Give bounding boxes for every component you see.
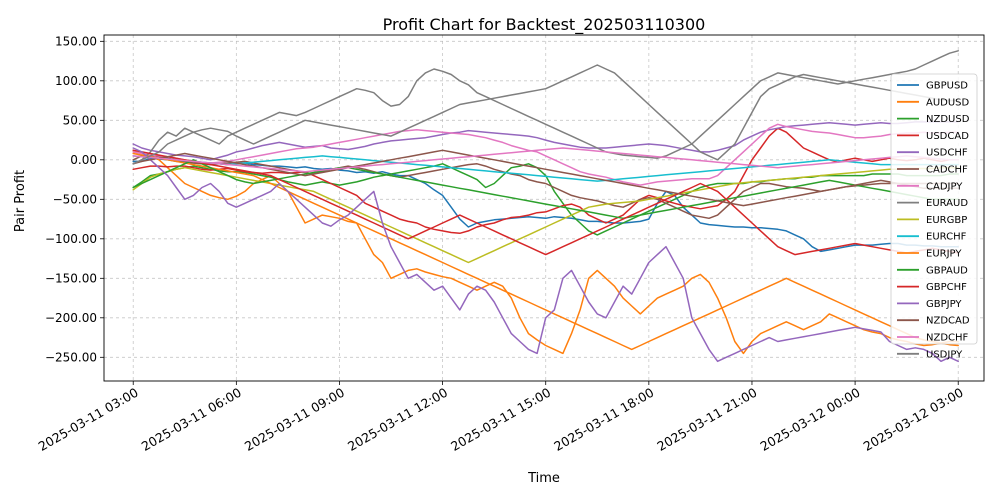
- legend-label: GBPCHF: [926, 282, 967, 293]
- y-tick-label: 100.00: [55, 74, 97, 88]
- y-tick-label: 150.00: [55, 34, 97, 48]
- x-tick-label: 2025-03-11 06:00: [139, 385, 244, 454]
- x-tick-label: 2025-03-11 03:00: [36, 385, 141, 454]
- legend-label: CADJPY: [926, 181, 963, 192]
- x-tick-label: 2025-03-12 00:00: [758, 385, 863, 454]
- series-line-usdchf: [132, 121, 959, 161]
- legend-label: GBPJPY: [926, 299, 962, 310]
- series-line-gbpjpy: [132, 147, 959, 363]
- y-tick-label: −250.00: [45, 350, 97, 364]
- y-tick-label: −150.00: [45, 271, 97, 285]
- y-tick-label: −200.00: [45, 311, 97, 325]
- series-line-usdjpy: [132, 64, 959, 165]
- data-series: [132, 50, 959, 363]
- legend-label: NZDCHF: [926, 333, 969, 344]
- legend-label: EURCHF: [926, 232, 967, 243]
- legend: GBPUSD AUDUSD NZDUSD USDCAD USDCHF CADCHF CADJ…: [890, 73, 978, 360]
- legend-label: GBPAUD: [926, 265, 968, 276]
- legend-label: EURJPY: [926, 249, 962, 260]
- x-tick-label: 2025-03-12 03:00: [861, 385, 966, 454]
- series-line-eurjpy: [132, 152, 959, 351]
- legend-label: EURAUD: [926, 198, 968, 209]
- series-line-cadjpy: [132, 123, 959, 186]
- chart-title: Profit Chart for Backtest_202503110300: [383, 15, 706, 35]
- y-tick-label: 50.00: [63, 113, 97, 127]
- legend-label: CADCHF: [926, 165, 968, 176]
- legend-label: AUDUSD: [926, 97, 970, 108]
- legend-label: USDCAD: [926, 131, 969, 142]
- series-line-usdcad: [132, 127, 959, 235]
- y-tick-label: −50.00: [53, 192, 97, 206]
- series-line-gbpchf: [132, 149, 959, 256]
- legend-box: [890, 73, 978, 345]
- y-axis-label: Pair Profit: [13, 170, 28, 232]
- series-line-nzdchf: [132, 147, 959, 173]
- legend-label: USDCHF: [926, 148, 968, 159]
- x-tick-label: 2025-03-11 18:00: [551, 385, 656, 454]
- x-axis-label: Time: [527, 471, 560, 486]
- legend-label: EURGBP: [926, 215, 967, 226]
- x-tick-label: 2025-03-11 09:00: [242, 385, 347, 454]
- series-line-gbpaud: [132, 159, 959, 220]
- y-tick-label: 0.00: [70, 153, 97, 167]
- legend-label: NZDUSD: [926, 114, 970, 125]
- x-tick-label: 2025-03-11 12:00: [345, 385, 450, 454]
- series-line-eurchf: [132, 155, 959, 182]
- y-tick-label: −100.00: [45, 232, 97, 246]
- x-tick-label: 2025-03-11 15:00: [448, 385, 553, 454]
- grid-lines: [104, 35, 984, 381]
- axes-frame: [103, 34, 985, 382]
- legend-label: NZDCAD: [926, 316, 970, 327]
- series-line-nzdcad: [132, 149, 959, 207]
- y-axis: −250.00 −200.00 −150.00 −100.00 −50.00 0.00 50…: [45, 34, 104, 364]
- legend-label: GBPUSD: [926, 81, 968, 92]
- x-tick-label: 2025-03-11 21:00: [654, 385, 759, 454]
- legend-label: USDJPY: [926, 349, 963, 360]
- series-line-euraud: [132, 50, 959, 165]
